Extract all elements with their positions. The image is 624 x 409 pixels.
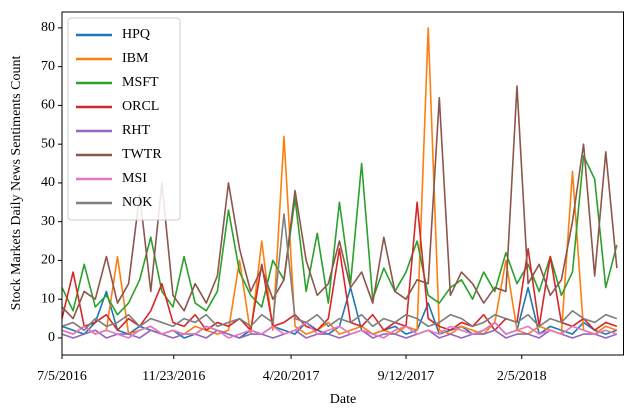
y-tick-label: 40 xyxy=(41,175,55,190)
legend-label: ORCL xyxy=(122,99,159,114)
y-tick-label: 20 xyxy=(41,253,55,268)
x-tick-label: 7/5/2016 xyxy=(37,369,87,384)
legend-label: MSI xyxy=(122,171,147,186)
legend-label: RHT xyxy=(122,123,150,138)
y-tick-label: 10 xyxy=(41,291,55,306)
series-line xyxy=(61,213,618,331)
x-tick-label: 9/12/2017 xyxy=(378,369,435,384)
legend-label: NOK xyxy=(122,195,152,210)
x-tick-label: 4/20/2017 xyxy=(263,369,320,384)
series-line xyxy=(61,85,618,320)
legend-box xyxy=(67,17,181,221)
y-tick-label: 50 xyxy=(41,136,55,151)
legend-label: IBM xyxy=(122,51,149,66)
y-tick-label: 30 xyxy=(41,214,55,229)
series-line xyxy=(61,201,618,331)
y-tick-label: 70 xyxy=(41,59,55,74)
legend-label: MSFT xyxy=(122,75,159,90)
legend: HPQ IBM MSFT ORCL RHT TWTR MSI NOK xyxy=(67,17,181,221)
x-tick-label: 2/5/2018 xyxy=(497,369,547,384)
y-tick-label: 0 xyxy=(48,330,55,345)
series-line xyxy=(61,321,618,339)
x-axis-label: Date xyxy=(330,392,356,407)
series-line xyxy=(61,329,618,339)
y-axis-label: Stock Markets Daily News Sentiments Coun… xyxy=(9,56,24,311)
y-tick-label: 80 xyxy=(41,20,55,35)
x-tick-label: 11/23/2016 xyxy=(142,369,205,384)
y-tick-label: 60 xyxy=(41,98,55,113)
legend-label: TWTR xyxy=(122,147,162,162)
legend-label: HPQ xyxy=(122,27,150,42)
